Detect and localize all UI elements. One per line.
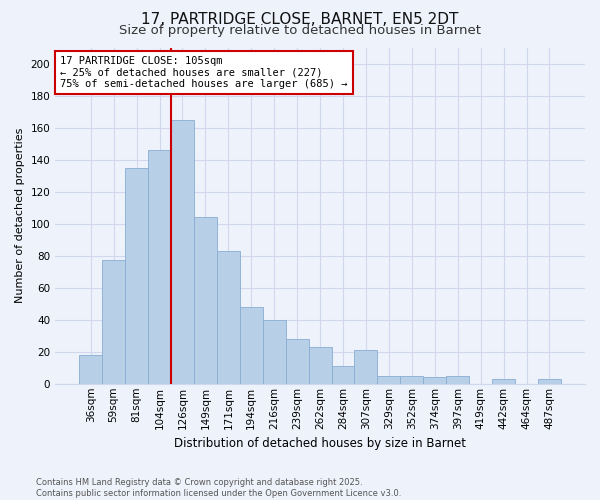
- Bar: [377, 376, 400, 384]
- Bar: [194, 217, 217, 384]
- Text: Contains HM Land Registry data © Crown copyright and database right 2025.
Contai: Contains HM Land Registry data © Crown c…: [36, 478, 401, 498]
- Bar: [217, 251, 240, 384]
- Bar: [79, 355, 102, 384]
- Bar: [538, 379, 561, 384]
- Bar: [446, 376, 469, 384]
- Bar: [171, 120, 194, 384]
- Bar: [400, 376, 423, 384]
- Text: 17, PARTRIDGE CLOSE, BARNET, EN5 2DT: 17, PARTRIDGE CLOSE, BARNET, EN5 2DT: [142, 12, 458, 28]
- Bar: [148, 150, 171, 384]
- Bar: [423, 378, 446, 384]
- Text: Size of property relative to detached houses in Barnet: Size of property relative to detached ho…: [119, 24, 481, 37]
- Bar: [240, 307, 263, 384]
- Bar: [125, 168, 148, 384]
- Bar: [308, 347, 332, 384]
- Y-axis label: Number of detached properties: Number of detached properties: [15, 128, 25, 304]
- Bar: [332, 366, 355, 384]
- Bar: [286, 339, 308, 384]
- Bar: [492, 379, 515, 384]
- X-axis label: Distribution of detached houses by size in Barnet: Distribution of detached houses by size …: [174, 437, 466, 450]
- Bar: [102, 260, 125, 384]
- Bar: [355, 350, 377, 384]
- Bar: [263, 320, 286, 384]
- Text: 17 PARTRIDGE CLOSE: 105sqm
← 25% of detached houses are smaller (227)
75% of sem: 17 PARTRIDGE CLOSE: 105sqm ← 25% of deta…: [61, 56, 348, 89]
